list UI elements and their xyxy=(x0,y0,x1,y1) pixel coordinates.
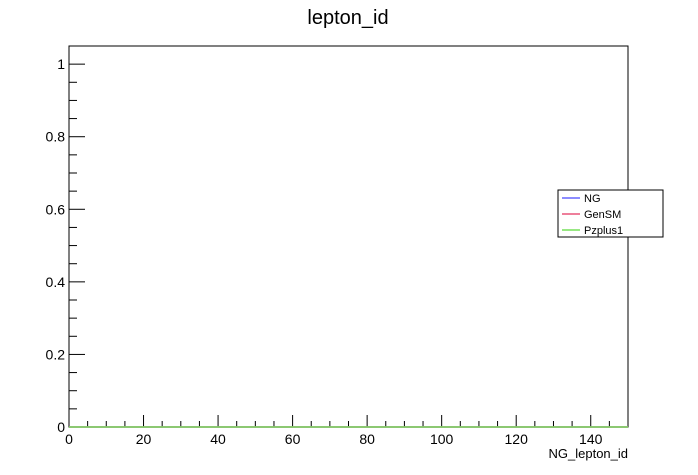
x-tick-label: 140 xyxy=(579,431,603,447)
x-tick-label: 40 xyxy=(210,431,226,447)
y-tick-label: 0.2 xyxy=(46,346,66,362)
x-tick-label: 60 xyxy=(285,431,301,447)
y-tick-label: 0.8 xyxy=(46,129,66,145)
x-tick-label: 20 xyxy=(136,431,152,447)
legend: NG GenSM Pzplus1 xyxy=(557,189,664,238)
y-tick-label: 1 xyxy=(57,56,65,72)
x-axis: 0 20 40 60 80 100 120 140 xyxy=(65,415,629,447)
legend-label: NG xyxy=(584,193,601,205)
x-axis-label: NG_lepton_id xyxy=(549,446,629,461)
y-tick-label: 0.6 xyxy=(46,201,66,217)
y-tick-label: 0 xyxy=(57,419,65,435)
plot-frame xyxy=(68,45,629,428)
x-tick-label: 120 xyxy=(505,431,529,447)
y-tick-label: 0.4 xyxy=(46,274,66,290)
x-tick-label: 0 xyxy=(65,431,73,447)
legend-label: Pzplus1 xyxy=(584,225,623,237)
x-tick-label: 100 xyxy=(430,431,454,447)
y-axis: 0 0.2 0.4 0.6 0.8 1 xyxy=(46,45,85,435)
legend-label: GenSM xyxy=(584,209,621,221)
chart-title: lepton_id xyxy=(307,7,388,29)
x-tick-label: 80 xyxy=(359,431,375,447)
legend-entries: NG GenSM Pzplus1 xyxy=(562,193,623,237)
